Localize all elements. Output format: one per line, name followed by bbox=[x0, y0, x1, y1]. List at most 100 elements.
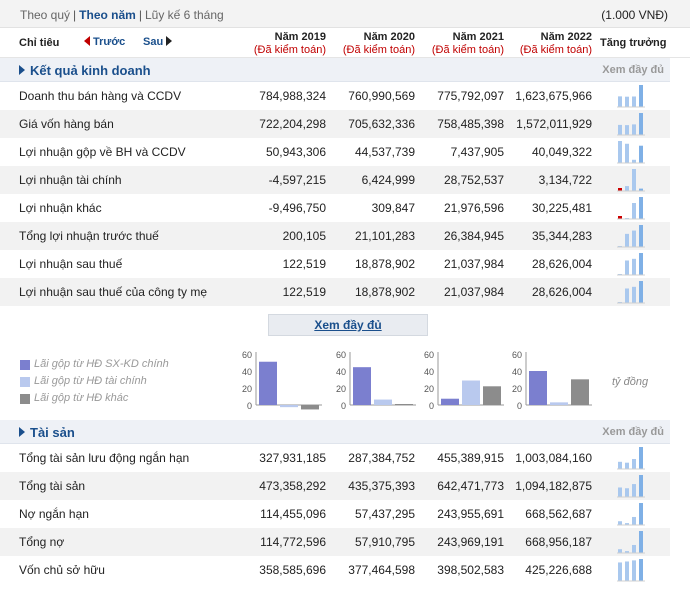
table-row: Lợi nhuận sau thuế 122,519 18,878,902 21,03… bbox=[0, 250, 670, 278]
growth-sparkline bbox=[617, 281, 645, 304]
sparkline-bar bbox=[625, 523, 629, 525]
row-value: 3,134,722 bbox=[538, 173, 592, 187]
prev-button[interactable]: Trước bbox=[84, 36, 125, 48]
chart-bar bbox=[462, 380, 480, 405]
gross-profit-chart: 60 40 20 0 bbox=[242, 350, 322, 411]
row-value: 473,358,292 bbox=[259, 479, 326, 493]
table-row: Doanh thu bán hàng và CCDV 784,988,324 760… bbox=[0, 82, 670, 110]
sparkline-bar bbox=[632, 230, 636, 247]
period-bar: Theo quý | Theo năm | Lũy kế 6 tháng (1.000 … bbox=[0, 0, 690, 28]
y-tick-label: 0 bbox=[247, 401, 252, 411]
row-value: 1,094,182,875 bbox=[515, 479, 592, 493]
year-header: Năm 2019 (Đã kiểm toán) bbox=[253, 31, 326, 56]
growth-sparkline bbox=[617, 197, 645, 220]
row-value: 377,464,598 bbox=[348, 563, 415, 577]
sparkline-bar bbox=[632, 96, 636, 107]
growth-sparkline bbox=[617, 253, 645, 276]
sparkline-bar bbox=[618, 216, 622, 219]
table-row: Lợi nhuận tài chính -4,597,215 6,424,999 28… bbox=[0, 166, 670, 194]
row-value: 28,626,004 bbox=[531, 257, 592, 271]
chart-bar bbox=[280, 405, 298, 408]
row-value: 398,502,583 bbox=[437, 563, 504, 577]
chart-bar bbox=[483, 386, 501, 405]
row-value: 21,037,984 bbox=[443, 285, 504, 299]
table-row: Lợi nhuận khác -9,496,750 309,847 21,976,59… bbox=[0, 194, 670, 222]
y-tick-label: 60 bbox=[512, 350, 522, 360]
row-value: 435,375,393 bbox=[348, 479, 415, 493]
row-value: 287,384,752 bbox=[348, 451, 415, 465]
y-tick-label: 40 bbox=[242, 367, 252, 377]
next-button[interactable]: Sau bbox=[143, 36, 173, 48]
row-value: 44,537,739 bbox=[354, 145, 415, 159]
chart-legend: Lãi gộp từ HĐ SX-KD chính Lãi gộp từ HĐ … bbox=[20, 358, 169, 409]
sparkline-bar bbox=[639, 145, 643, 163]
sparkline-bar bbox=[639, 531, 643, 553]
chart-bar bbox=[353, 367, 371, 405]
legend-item: Lãi gộp từ HĐ tài chính bbox=[20, 375, 169, 392]
sparkline-bar bbox=[639, 253, 643, 275]
row-value: 50,943,306 bbox=[265, 145, 326, 159]
see-all-link[interactable]: Xem đầy đủ bbox=[602, 64, 664, 76]
sparkline-bar bbox=[632, 159, 636, 163]
sparkline-bar bbox=[618, 549, 622, 553]
row-value: 30,225,481 bbox=[531, 201, 592, 215]
chart-bar bbox=[395, 404, 413, 405]
separator: | bbox=[138, 8, 142, 22]
growth-sparkline bbox=[617, 225, 645, 248]
row-value: 455,389,915 bbox=[437, 451, 504, 465]
sparkline-bar bbox=[618, 188, 622, 191]
table-row: Lợi nhuận gộp về BH và CCDV 50,943,306 44,… bbox=[0, 138, 670, 166]
row-value: 18,878,902 bbox=[354, 285, 415, 299]
growth-sparkline bbox=[617, 503, 645, 526]
gross-profit-chart: 60 40 20 0 bbox=[512, 350, 592, 411]
indicator-header: Chỉ tiêu bbox=[19, 37, 60, 49]
table-row: Tổng tài sản 473,358,292 435,375,393 642,47… bbox=[0, 472, 670, 500]
chart-bar bbox=[529, 371, 547, 405]
sparkline-bar bbox=[625, 260, 629, 275]
sparkline-bar bbox=[625, 551, 629, 553]
legend-swatch bbox=[20, 377, 30, 387]
y-tick-label: 20 bbox=[424, 384, 434, 394]
sparkline-bar bbox=[639, 85, 643, 107]
section-arrow-icon bbox=[19, 427, 25, 437]
row-label: Lợi nhuận tài chính bbox=[19, 173, 122, 187]
growth-sparkline bbox=[617, 85, 645, 108]
row-value: 122,519 bbox=[282, 257, 326, 271]
row-value: 1,003,084,160 bbox=[515, 451, 592, 465]
sparkline-bar bbox=[618, 461, 622, 469]
row-value: 40,049,322 bbox=[531, 145, 592, 159]
row-value: 21,037,984 bbox=[443, 257, 504, 271]
chart-bar bbox=[441, 398, 459, 405]
row-value: -9,496,750 bbox=[268, 201, 326, 215]
y-tick-label: 20 bbox=[242, 384, 252, 394]
growth-sparkline bbox=[617, 169, 645, 192]
growth-sparkline bbox=[617, 141, 645, 164]
sparkline-bar bbox=[639, 197, 643, 219]
see-all-link[interactable]: Xem đầy đủ bbox=[602, 426, 664, 438]
row-label: Lợi nhuận sau thuế của công ty mẹ bbox=[19, 285, 207, 299]
sparkline-bar bbox=[632, 258, 636, 275]
row-value: 358,585,696 bbox=[259, 563, 326, 577]
row-label: Lợi nhuận gộp về BH và CCDV bbox=[19, 145, 186, 159]
sparkline-bar bbox=[639, 447, 643, 469]
row-value: 114,772,596 bbox=[260, 535, 326, 549]
see-more-button[interactable]: Xem đầy đủ bbox=[268, 314, 428, 336]
section-title: Tài sản bbox=[30, 425, 75, 440]
sparkline-bar bbox=[618, 487, 622, 497]
legend-item: Lãi gộp từ HĐ SX-KD chính bbox=[20, 358, 169, 375]
legend-swatch bbox=[20, 394, 30, 404]
row-value: 760,990,569 bbox=[348, 89, 415, 103]
row-value: 327,931,185 bbox=[259, 451, 326, 465]
row-value: 35,344,283 bbox=[531, 229, 592, 243]
period-6m-link[interactable]: Lũy kế 6 tháng bbox=[144, 8, 224, 22]
row-value: 122,519 bbox=[282, 285, 326, 299]
sparkline-bar bbox=[625, 488, 629, 497]
growth-sparkline bbox=[617, 531, 645, 554]
y-tick-label: 40 bbox=[424, 367, 434, 377]
sparkline-bar bbox=[625, 186, 629, 191]
y-tick-label: 0 bbox=[517, 401, 522, 411]
row-value: 28,626,004 bbox=[531, 285, 592, 299]
period-year-link[interactable]: Theo năm bbox=[79, 8, 136, 22]
period-quarter-link[interactable]: Theo quý bbox=[20, 8, 71, 22]
sparkline-bar bbox=[625, 143, 629, 163]
